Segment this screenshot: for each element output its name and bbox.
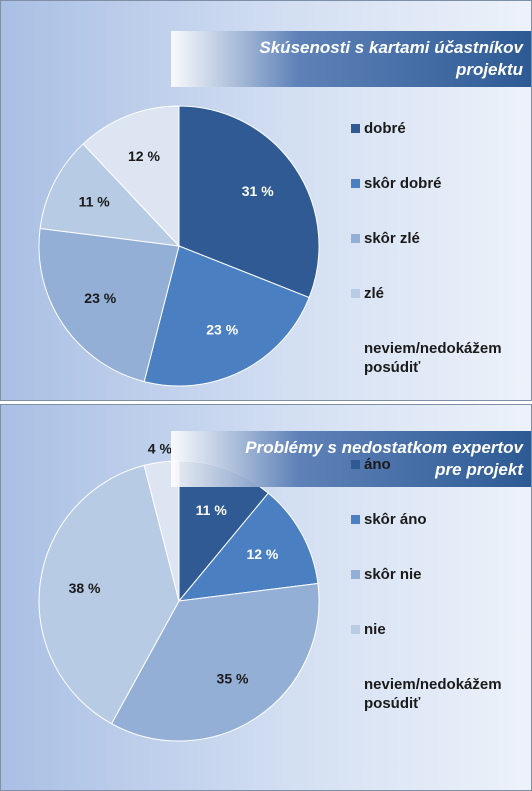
pie-slice: [38, 227, 180, 383]
slice-label: 12 %: [128, 148, 160, 164]
slice-label: 4 %: [148, 440, 173, 456]
legend-swatch: [351, 124, 360, 133]
pie-slice: [110, 582, 320, 742]
legend-item: zlé: [351, 284, 531, 303]
slice-label: 11 %: [196, 502, 228, 518]
pie-slice: [39, 143, 181, 247]
slice-label: 38 %: [69, 580, 101, 596]
pie-slice: [178, 105, 320, 299]
legend-label: skôr zlé: [364, 230, 420, 247]
legend-item: dobré: [351, 119, 531, 138]
slice-label: 23 %: [206, 322, 238, 338]
legend-swatch: [351, 625, 360, 634]
slice-label: 31 %: [242, 183, 274, 199]
legend-swatch: [351, 344, 360, 353]
legend-label: skôr dobré: [364, 175, 442, 192]
chart-title: Skúsenosti s kartami účastníkov projektu: [171, 31, 531, 87]
chart-panel: 11 % 12 % 35 % 38 % 4 % Problémy s nedostatko…: [0, 404, 532, 791]
legend-swatch: [351, 515, 360, 524]
pie-slice: [38, 464, 180, 725]
legend-label: skôr nie: [364, 566, 422, 583]
legend-item: skôr dobré: [351, 174, 531, 193]
legend-item: skôr zlé: [351, 229, 531, 248]
legend-swatch: [351, 570, 360, 579]
chart-panel: 31 % 23 % 23 % 11 % 12 % Skúsenosti s kartami…: [0, 0, 532, 401]
chart-title: Problémy s nedostatkom expertov pre proj…: [171, 431, 531, 487]
pie-slice: [143, 245, 310, 387]
legend-item: neviem/nedokážem posúdiť: [351, 675, 531, 713]
legend-label: nie: [364, 621, 386, 638]
legend-swatch: [351, 680, 360, 689]
pie-slice: [82, 105, 180, 248]
legend-label: dobré: [364, 120, 406, 137]
legend-item: nie: [351, 620, 531, 639]
pie-chart: 31 % 23 % 23 % 11 % 12 %: [38, 105, 320, 387]
slice-label: 12 %: [246, 546, 278, 562]
legend-swatch: [351, 289, 360, 298]
pie-slice: [177, 492, 319, 602]
legend-label: neviem/nedokážem posúdiť: [364, 676, 502, 712]
legend-label: zlé: [364, 285, 385, 302]
legend-label: neviem/nedokážem posúdiť: [364, 340, 502, 376]
legend-item: áno: [351, 455, 531, 474]
legend-swatch: [351, 460, 360, 469]
legend-swatch: [351, 234, 360, 243]
legend-item: skôr áno: [351, 510, 531, 529]
legend-item: neviem/nedokážem posúdiť: [351, 339, 531, 377]
slice-label: 23 %: [84, 290, 116, 306]
legend-label: áno: [364, 456, 391, 473]
slice-label: 35 %: [217, 670, 249, 686]
pie-chart: 11 % 12 % 35 % 38 % 4 %: [38, 440, 320, 742]
legend-label: skôr áno: [364, 511, 427, 528]
slice-label: 11 %: [79, 193, 111, 209]
legend-swatch: [351, 179, 360, 188]
legend-item: skôr nie: [351, 565, 531, 584]
